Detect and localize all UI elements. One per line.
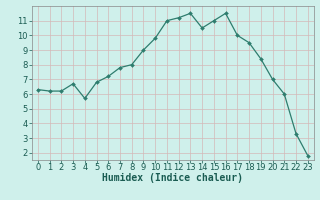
X-axis label: Humidex (Indice chaleur): Humidex (Indice chaleur)	[102, 173, 243, 183]
